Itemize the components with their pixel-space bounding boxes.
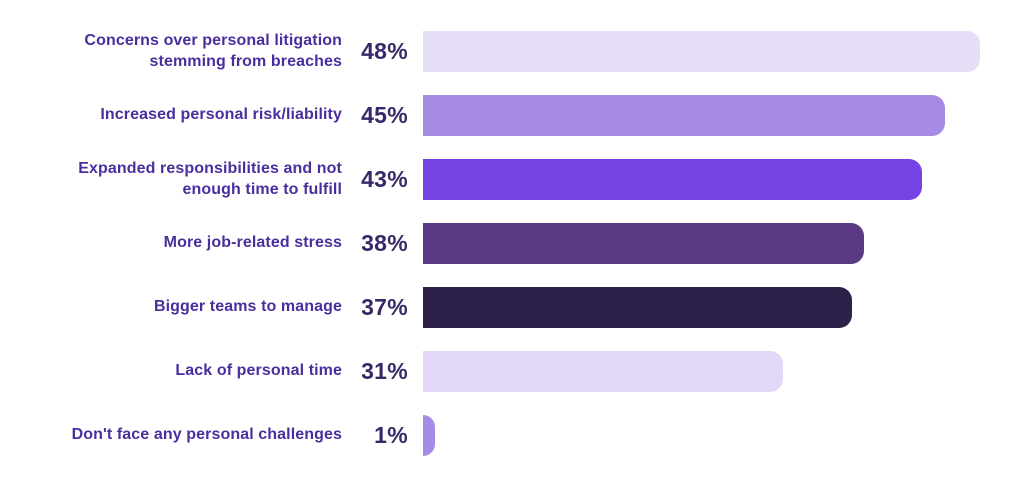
category-label: More job-related stress <box>163 234 342 252</box>
chart-row: Lack of personal time 31% <box>0 351 1024 392</box>
category-label: Concerns over personal litigation stemmi… <box>84 32 342 70</box>
value-label: 37% <box>361 294 408 320</box>
bar-track <box>423 31 1024 72</box>
bar-chart: Concerns over personal litigation stemmi… <box>0 31 1024 456</box>
chart-row: Increased personal risk/liability 45% <box>0 95 1024 136</box>
chart-row: Bigger teams to manage 37% <box>0 287 1024 328</box>
chart-row: Concerns over personal litigation stemmi… <box>0 31 1024 72</box>
value-label: 1% <box>374 422 408 448</box>
bar-track <box>423 159 1024 200</box>
bar <box>423 31 980 72</box>
chart-row: Expanded responsibilities and not enough… <box>0 159 1024 200</box>
value-label: 48% <box>361 38 408 64</box>
chart-row: Don't face any personal challenges 1% <box>0 415 1024 456</box>
value-label: 43% <box>361 166 408 192</box>
category-label: Don't face any personal challenges <box>71 426 342 444</box>
bar <box>423 415 435 456</box>
value-label: 45% <box>361 102 408 128</box>
value-label: 38% <box>361 230 408 256</box>
bar-track <box>423 287 1024 328</box>
bar <box>423 287 852 328</box>
bar <box>423 351 783 392</box>
value-label: 31% <box>361 358 408 384</box>
chart-row: More job-related stress 38% <box>0 223 1024 264</box>
bar-track <box>423 415 1024 456</box>
bar-track <box>423 223 1024 264</box>
category-label: Expanded responsibilities and not enough… <box>78 160 342 198</box>
bar-track <box>423 95 1024 136</box>
bar <box>423 159 922 200</box>
bar <box>423 95 945 136</box>
bar <box>423 223 864 264</box>
bar-track <box>423 351 1024 392</box>
category-label: Bigger teams to manage <box>153 298 342 316</box>
category-label: Increased personal risk/liability <box>100 106 342 124</box>
category-label: Lack of personal time <box>175 362 342 380</box>
